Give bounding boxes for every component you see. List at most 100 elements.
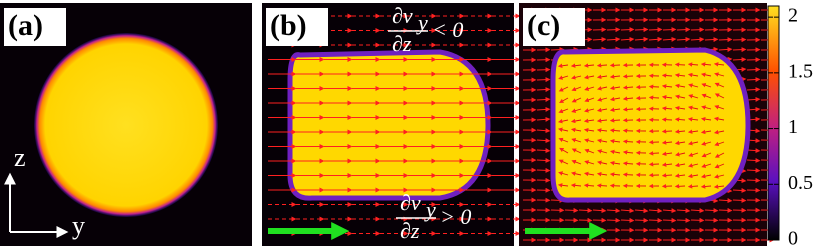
arrow [700,62,712,67]
arrow [690,208,705,214]
arrow [704,37,719,43]
arrow [536,148,551,154]
arrow [674,129,686,134]
arrow [714,105,725,110]
arrow [558,86,569,92]
arrow [700,184,712,189]
arrow [634,36,649,42]
arrow [687,105,699,111]
arrow [571,108,582,113]
arrow [746,96,761,102]
arrow [609,128,621,133]
annotation: ∂v y ∂z > 0 [396,190,471,243]
arrow [714,72,725,77]
arrow [687,62,699,67]
arrow [622,85,634,90]
arrow [661,94,673,100]
arrow [674,173,686,178]
arrow [648,217,663,223]
axis-label: y [72,211,85,240]
arrow [609,172,621,177]
arrow [701,105,712,110]
relation: < 0 [432,17,463,42]
arrow [571,138,582,143]
arrow [597,97,608,102]
arrow [596,171,608,177]
arrow [596,107,608,113]
arrow [687,129,699,134]
arrow [571,148,582,154]
arrow [648,36,663,42]
arrow [596,63,608,68]
arrow [687,141,699,146]
arrow [596,183,608,188]
arrow [609,74,621,79]
arrow [558,137,569,143]
arrow [674,73,686,78]
arrow [592,36,607,42]
arrow [609,138,621,144]
arrow [584,108,595,113]
arrow [559,147,569,154]
tick-label: 2 [788,5,798,27]
arrow [622,107,634,112]
arrow [746,148,761,154]
arrow [688,163,699,168]
arrow [662,27,677,33]
arrow [661,106,673,111]
panel-label: (b) [270,9,307,42]
arrow [634,208,649,214]
arrow [700,116,712,122]
arrow [596,128,608,133]
arrow [661,173,673,178]
arrow [714,152,725,158]
arrow [661,84,673,89]
arrow [609,96,621,102]
arrow [571,159,582,165]
arrow [687,72,699,78]
arrow [634,27,649,33]
arrow [571,171,582,176]
panel-label: (a) [8,9,43,42]
arrow [596,118,608,123]
arrow [674,105,686,111]
arrow [606,208,621,214]
arrow [676,36,691,42]
arrow [583,183,595,188]
arrow [704,207,719,213]
arrow [701,83,712,88]
numerator: ∂v [392,3,413,28]
arrow [583,74,595,80]
arrow [622,139,634,144]
arrow [558,75,569,80]
arrow [700,129,712,135]
arrow [609,118,621,123]
arrow [583,63,595,68]
numerator: ∂v [400,190,421,215]
colorbar [767,5,780,241]
arrow [559,97,569,103]
arrow [536,96,551,102]
arrow [557,63,569,69]
tick-label: 0.5 [788,172,813,194]
arrow [662,217,677,223]
arrow [732,56,747,62]
arrow [675,152,686,157]
arrow [557,127,569,132]
arrow [622,150,634,155]
arrow [687,173,699,179]
arrow [700,72,712,77]
arrow [536,167,551,173]
arrow [622,96,634,101]
arrow [597,149,608,154]
arrow [713,116,725,122]
axis-label: z [14,143,26,172]
arrow [583,127,595,133]
arrow [620,27,635,33]
arrow [688,152,699,157]
arrow [701,163,712,168]
arrow [592,208,607,214]
arrow [609,160,621,166]
arrow [700,173,712,179]
arrow [536,138,551,144]
